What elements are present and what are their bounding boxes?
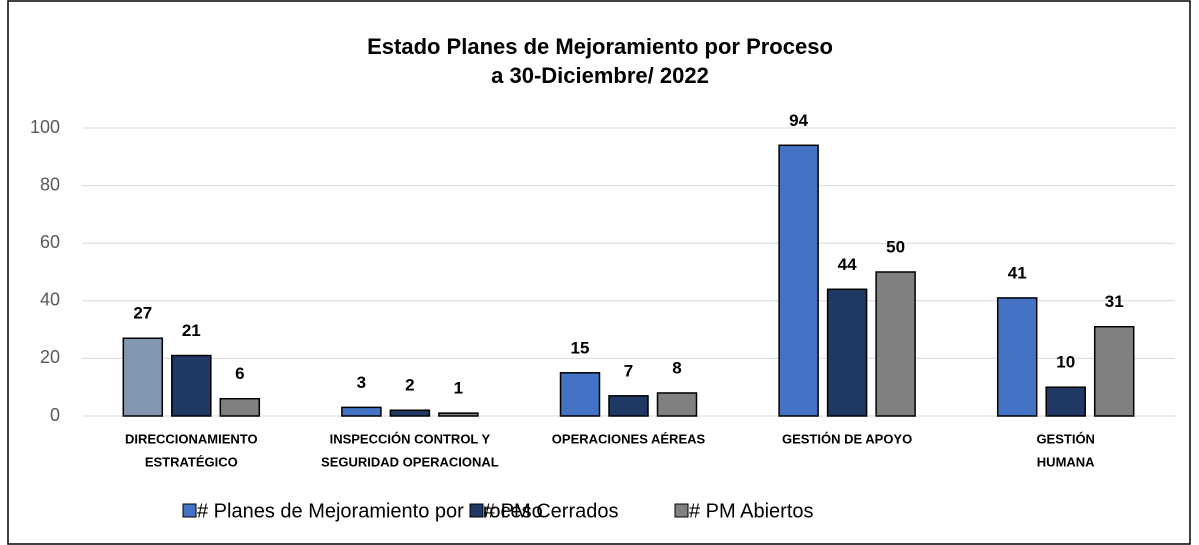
y-tick-label: 0 — [50, 405, 60, 425]
x-tick-label: HUMANA — [1037, 454, 1095, 469]
bar — [996, 297, 1038, 417]
x-tick-label: INSPECCIÓN CONTROL Y — [330, 431, 491, 446]
data-label: 1 — [454, 379, 463, 398]
legend-swatch — [674, 503, 689, 518]
legend-label: # PM Abiertos — [689, 500, 814, 522]
chart-frame — [7, 0, 1191, 545]
legend-swatch — [182, 503, 197, 518]
bar — [608, 395, 649, 417]
data-label: 3 — [357, 373, 366, 392]
x-tick-label: OPERACIONES AÉREAS — [552, 431, 706, 446]
legend-swatch — [469, 503, 484, 518]
bar — [219, 397, 261, 417]
data-label: 50 — [886, 237, 905, 256]
bar — [389, 409, 431, 417]
data-label: 2 — [405, 376, 414, 395]
bar — [778, 144, 819, 417]
bar — [875, 271, 916, 417]
bar — [122, 337, 164, 417]
y-tick-label: 20 — [40, 347, 60, 367]
x-tick-label: SEGURIDAD OPERACIONAL — [321, 454, 499, 469]
y-tick-label: 40 — [40, 290, 60, 310]
bar — [341, 406, 382, 417]
chart-title: a 30-Diciembre/ 2022 — [491, 63, 709, 88]
y-tick-label: 100 — [30, 117, 60, 137]
x-tick-label: GESTIÓN — [1036, 431, 1095, 446]
bar — [171, 354, 212, 417]
bar — [826, 288, 868, 417]
data-label: 44 — [838, 255, 857, 274]
data-label: 8 — [672, 358, 681, 377]
legend-label: # Planes de Mejoramiento por Proceso — [197, 500, 543, 522]
data-label: 15 — [571, 338, 590, 357]
bar — [1045, 386, 1086, 417]
data-label: 94 — [789, 111, 808, 130]
data-label: 7 — [624, 361, 633, 380]
chart-title: Estado Planes de Mejoramiento por Proces… — [367, 34, 833, 59]
bar — [438, 412, 479, 417]
bar — [559, 372, 601, 417]
data-label: 21 — [182, 321, 201, 340]
x-tick-label: DIRECCIONAMIENTO — [125, 431, 258, 446]
y-tick-label: 60 — [40, 232, 60, 252]
x-tick-label: GESTIÓN DE APOYO — [782, 431, 912, 446]
data-label: 41 — [1008, 263, 1027, 282]
x-tick-label: ESTRATÉGICO — [145, 454, 238, 469]
data-label: 27 — [133, 304, 152, 323]
bar — [1093, 325, 1135, 417]
bar — [656, 392, 698, 417]
data-label: 31 — [1105, 292, 1124, 311]
data-label: 6 — [235, 364, 244, 383]
legend-label: # PM Cerrados — [484, 500, 619, 522]
y-tick-label: 80 — [40, 174, 60, 194]
data-label: 10 — [1056, 353, 1075, 372]
